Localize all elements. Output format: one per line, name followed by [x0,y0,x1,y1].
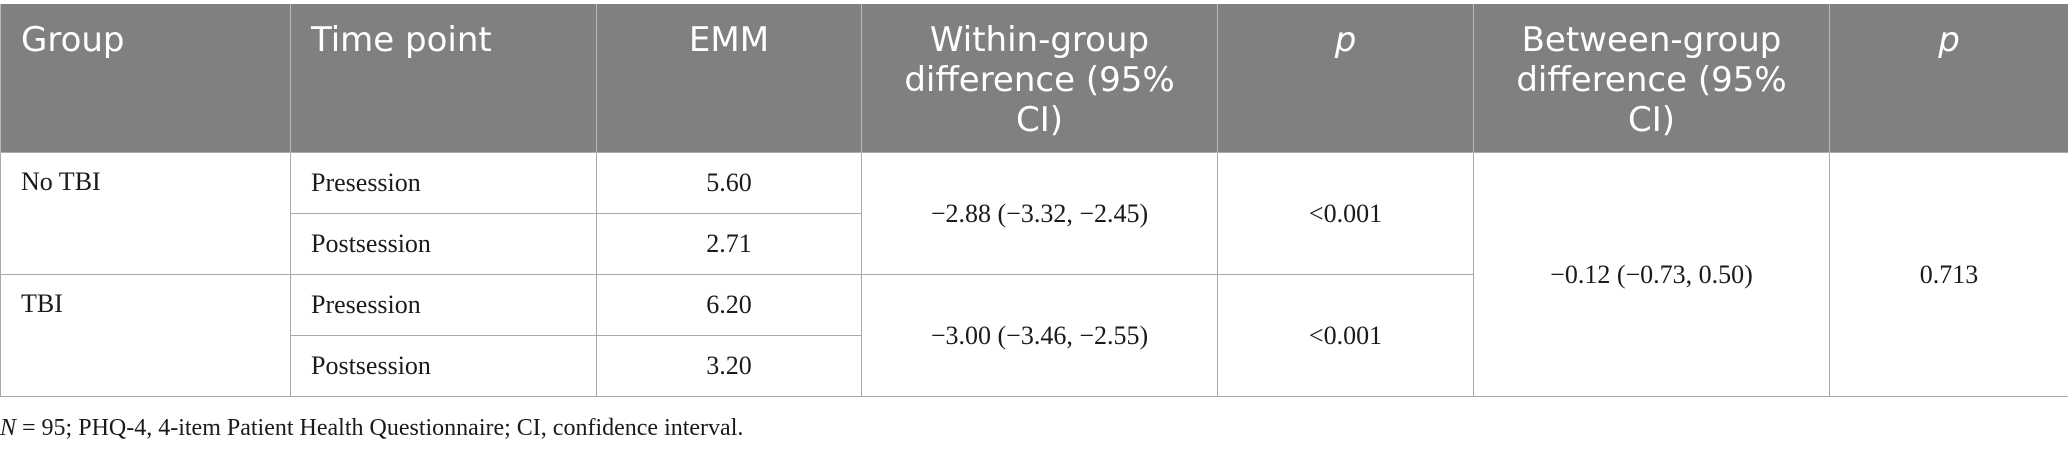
time-point-cell: Presession [290,274,597,336]
header-emm: EMM [596,4,862,153]
group-cell-tbi: TBI [0,274,291,397]
header-within-group-difference: Within-group difference (95% CI) [861,4,1218,153]
table-row: No TBI Presession 5.60 −2.88 (−3.32, −2.… [0,152,2068,397]
p-within-cell: <0.001 [1217,274,1474,397]
time-point-cell: Presession [290,152,597,214]
header-group: Group [0,4,291,153]
header-p-between: p [1829,4,2068,153]
time-point-cell: Postsession [290,335,597,397]
results-table: Group Time point EMM Within-group differ… [0,4,2068,397]
header-between-group-difference: Between-group difference (95% CI) [1473,4,1830,153]
header-time-point: Time point [290,4,597,153]
time-point-cell: Postsession [290,213,597,275]
p-within-cell: <0.001 [1217,152,1474,275]
within-difference-cell: −3.00 (−3.46, −2.55) [861,274,1218,397]
group-cell-no-tbi: No TBI [0,152,291,275]
table-row: Postsession 2.71 [1,213,2068,275]
between-difference-cell: −0.12 (−0.73, 0.50) [1473,152,1830,397]
results-table-container: Group Time point EMM Within-group differ… [0,4,2068,397]
emm-cell: 6.20 [596,274,862,336]
emm-cell: 3.20 [596,335,862,397]
emm-cell: 2.71 [596,213,862,275]
header-row: Group Time point EMM Within-group differ… [0,4,2068,153]
emm-cell: 5.60 [596,152,862,214]
p-between-cell: 0.713 [1829,152,2068,397]
table-row: Postsession 3.20 [1,335,2068,397]
footnote-n-symbol: N [0,415,17,441]
within-difference-cell: −2.88 (−3.32, −2.45) [861,152,1218,275]
footnote-text: = 95; PHQ-4, 4-item Patient Health Quest… [16,415,744,441]
header-p-within: p [1217,4,1474,153]
table-footnote: N = 95; PHQ-4, 4-item Patient Health Que… [0,415,743,442]
